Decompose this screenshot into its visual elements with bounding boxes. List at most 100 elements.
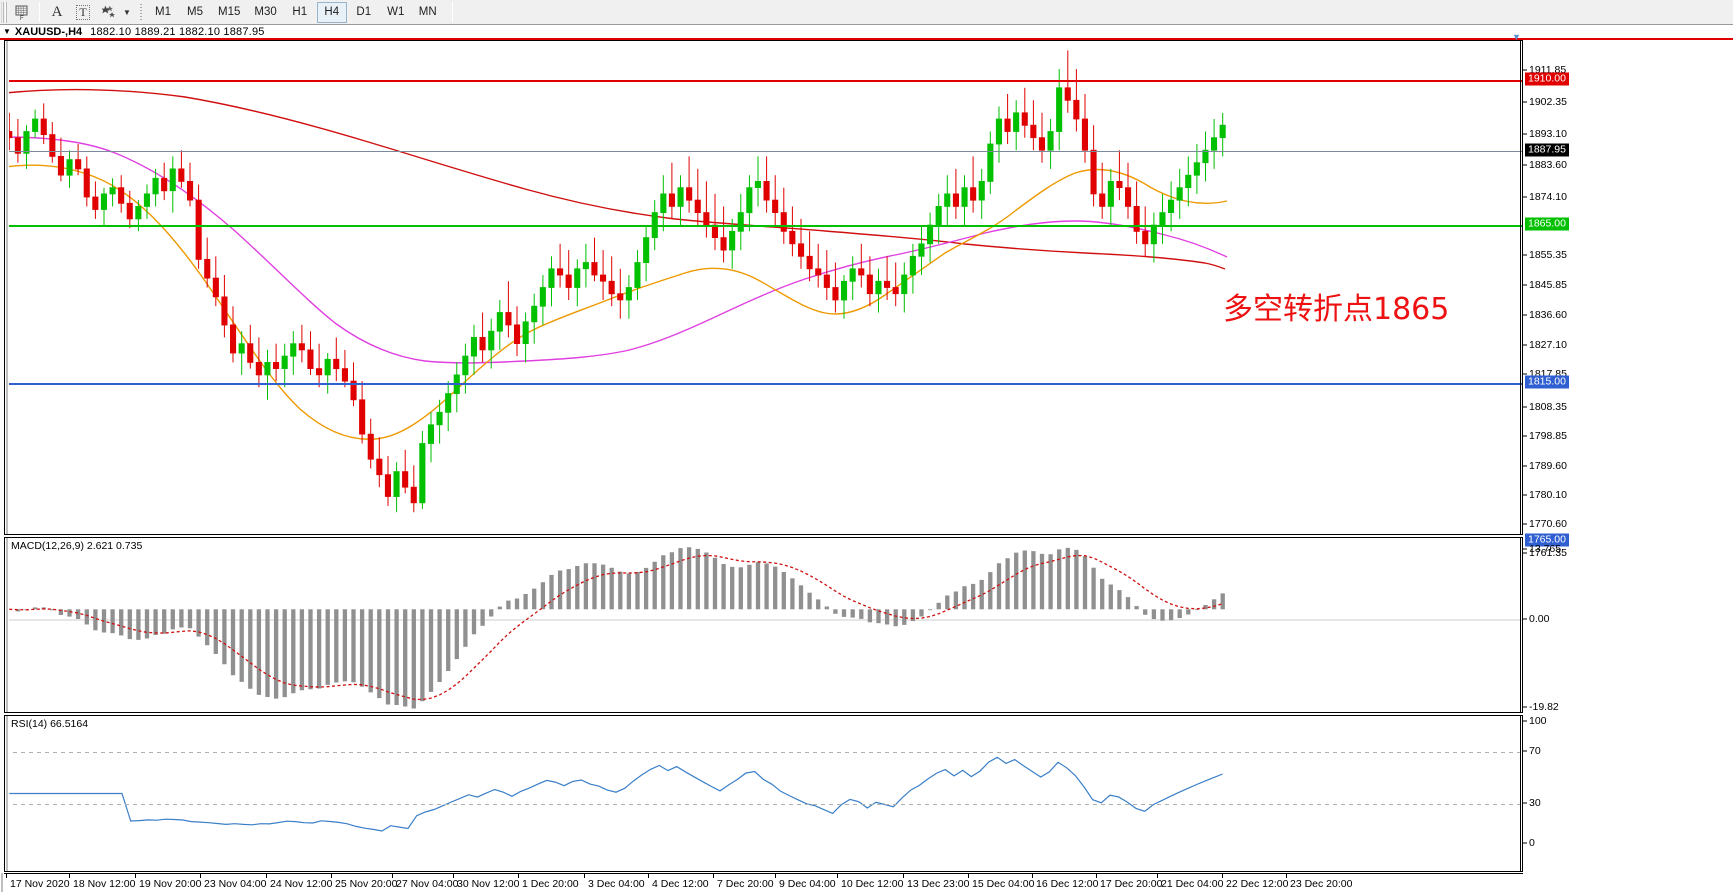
svg-text:F: F — [20, 16, 24, 20]
toolbar-separator-3 — [451, 2, 453, 22]
symbol-bar: ▼ XAUUSD-,H4 1882.10 1889.21 1882.10 188… — [0, 25, 1733, 40]
level-line-1865[interactable] — [5, 225, 1522, 227]
time-label: 25 Nov 20:00 — [330, 873, 398, 890]
ma-magenta-line — [5, 136, 1228, 364]
level-line-1910[interactable] — [5, 80, 1522, 82]
rsi-axis-line — [1520, 715, 1521, 872]
rsi-oversold-line — [5, 804, 1522, 805]
grid-f-icon[interactable]: F — [9, 1, 35, 23]
axis-tick: 1855.35 — [1529, 249, 1567, 261]
chart-annotation[interactable]: 多空转折点1865 — [1223, 292, 1450, 327]
macd-pane-scrollbar[interactable] — [5, 538, 9, 712]
shapes-icon[interactable] — [96, 1, 122, 23]
time-label: 10 Dec 12:00 — [836, 873, 904, 890]
toolbar-grip-1[interactable] — [1, 1, 7, 23]
time-label: 3 Dec 04:00 — [584, 873, 645, 890]
time-label: 23 Nov 04:00 — [199, 873, 267, 890]
axis-tick: 1883.60 — [1529, 159, 1567, 171]
macd-axis[interactable]: 13.765 0.00 -19.82 — [1523, 537, 1733, 713]
time-label: 23 Dec 20:00 — [1285, 873, 1353, 890]
timeframe-h4[interactable]: H4 — [316, 1, 347, 23]
time-label: 4 Dec 12:00 — [648, 873, 709, 890]
time-label: 30 Nov 12:00 — [452, 873, 520, 890]
chart-top-marker-icon: ▼ — [1512, 32, 1521, 42]
time-label: 13 Dec 23:00 — [902, 873, 970, 890]
bottom-scroll-strip[interactable] — [0, 873, 4, 892]
toolbar: F A T ▼ M1 M5 M15 M30 H1 H4 D1 W1 MN — [0, 0, 1733, 25]
macd-label: MACD(12,26,9) 2.621 0.735 — [11, 540, 143, 552]
timeframe-w1[interactable]: W1 — [387, 6, 405, 18]
time-label: 16 Dec 12:00 — [1031, 873, 1099, 890]
time-label: 22 Dec 12:00 — [1221, 873, 1289, 890]
axis-tick: 1770.60 — [1529, 518, 1567, 530]
macd-histogram — [15, 547, 1225, 709]
time-label: 15 Dec 04:00 — [967, 873, 1035, 890]
axis-tick: 30 — [1529, 797, 1541, 809]
level-line-1815[interactable] — [5, 383, 1522, 385]
timeframe-m15[interactable]: M15 — [218, 6, 241, 18]
price-pane-scrollbar[interactable] — [5, 41, 9, 534]
shapes-dropdown-caret-icon[interactable]: ▼ — [123, 7, 131, 17]
axis-tick: 70 — [1529, 745, 1541, 757]
time-label: 17 Dec 20:00 — [1095, 873, 1163, 890]
time-label: 24 Nov 12:00 — [265, 873, 333, 890]
rsi-axis[interactable]: 100 70 30 0 — [1523, 715, 1733, 872]
rsi-plot — [9, 756, 1223, 832]
timeframe-m5[interactable]: M5 — [187, 6, 203, 18]
axis-tick: 100 — [1529, 715, 1547, 727]
price-badge-1815-00[interactable]: 1815.00 — [1525, 375, 1569, 389]
axis-tick: 0 — [1529, 837, 1535, 849]
axis-tick: 1902.35 — [1529, 96, 1567, 108]
timeframe-m1[interactable]: M1 — [155, 6, 171, 18]
time-axis[interactable]: 17 Nov 2020 18 Nov 12:00 19 Nov 20:00 23 No… — [4, 873, 1523, 892]
time-label: 7 Dec 20:00 — [713, 873, 774, 890]
axis-tick: 1808.35 — [1529, 401, 1567, 413]
rsi-pane[interactable]: RSI(14) 66.5164 — [4, 715, 1523, 872]
toolbar-separator-1 — [39, 2, 40, 22]
price-axis[interactable]: 1911.85 1902.35 1893.10 1883.60 1874.10 1855.… — [1523, 40, 1733, 559]
rsi-line — [9, 756, 1223, 832]
chart-area: 多空转折点1865 MACD(12,26,9) 2.621 0.735 RSI(… — [0, 32, 1733, 892]
axis-tick: 1798.85 — [1529, 430, 1567, 442]
time-label: 19 Nov 20:00 — [134, 873, 202, 890]
timeframe-m30[interactable]: M30 — [254, 6, 277, 18]
axis-tick: 1893.10 — [1529, 128, 1567, 140]
axis-tick: 1845.85 — [1529, 279, 1567, 291]
price-badge-1910-00[interactable]: 1910.00 — [1525, 72, 1569, 86]
timeframe-mn[interactable]: MN — [418, 6, 437, 18]
axis-tick: 1827.10 — [1529, 339, 1567, 351]
price-pane[interactable]: 多空转折点1865 — [4, 40, 1523, 535]
timeframe-group: M1 M5 M15 M30 H1 H4 D1 W1 MN — [147, 1, 444, 23]
price-plot — [5, 50, 1228, 513]
time-label: 21 Dec 04:00 — [1156, 873, 1224, 890]
rsi-label: RSI(14) 66.5164 — [11, 718, 89, 730]
macd-plot — [5, 547, 1522, 709]
level-line-1887[interactable] — [5, 151, 1522, 152]
price-badge-1865-00[interactable]: 1865.00 — [1525, 217, 1569, 231]
toolbar-separator-2[interactable] — [139, 2, 144, 22]
text-label-icon[interactable]: T — [70, 1, 96, 23]
timeframe-d1[interactable]: D1 — [356, 6, 372, 18]
axis-tick: 0.00 — [1529, 613, 1550, 625]
timeframe-h1[interactable]: H1 — [292, 6, 308, 18]
ohlc-values: 1882.10 1889.21 1882.10 1887.95 — [90, 25, 265, 38]
macd-signal-line — [9, 554, 1223, 701]
time-label: 17 Nov 2020 — [6, 873, 70, 890]
axis-tick: 1789.60 — [1529, 460, 1567, 472]
text-a-icon[interactable]: A — [51, 3, 63, 20]
axis-tick: 1836.60 — [1529, 309, 1567, 321]
price-badge-1887-95[interactable]: 1887.95 — [1525, 143, 1569, 157]
ma-orange-line — [5, 164, 1228, 440]
rsi-overbought-line — [5, 752, 1522, 753]
collapse-chart-icon[interactable]: ▼ — [3, 27, 11, 36]
macd-pane[interactable]: MACD(12,26,9) 2.621 0.735 — [4, 537, 1523, 713]
axis-tick: -19.82 — [1529, 701, 1559, 713]
axis-tick: 1874.10 — [1529, 191, 1567, 203]
rsi-pane-scrollbar[interactable] — [5, 716, 9, 871]
axis-tick: 1780.10 — [1529, 489, 1567, 501]
time-label: 27 Nov 04:00 — [391, 873, 459, 890]
axis-tick: 13.765 — [1529, 543, 1562, 555]
candlestick-series — [6, 50, 1226, 513]
time-label: 9 Dec 04:00 — [775, 873, 836, 890]
